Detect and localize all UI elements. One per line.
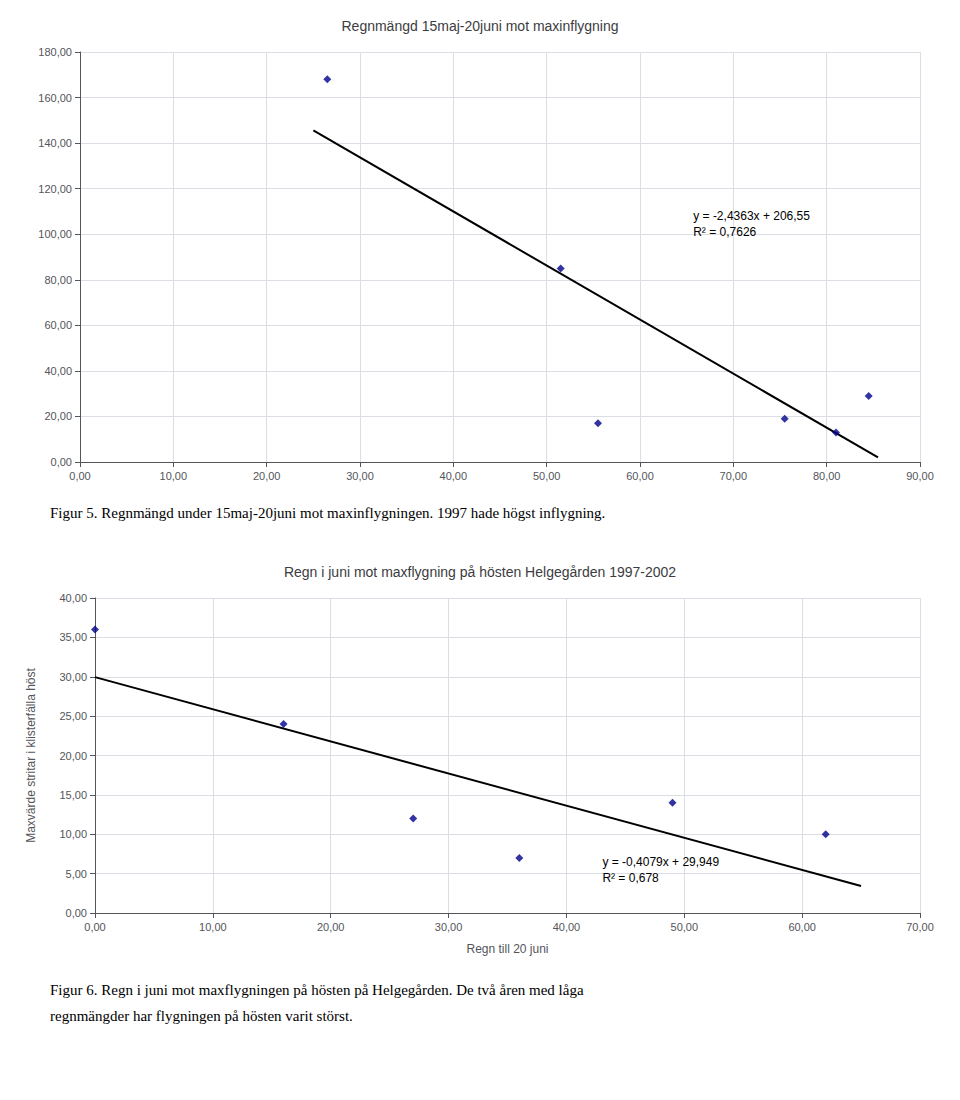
svg-text:60,00: 60,00 xyxy=(626,470,654,482)
svg-text:40,00: 40,00 xyxy=(59,592,87,604)
svg-text:30,00: 30,00 xyxy=(435,921,463,933)
svg-text:20,00: 20,00 xyxy=(253,470,281,482)
svg-text:160,00: 160,00 xyxy=(38,92,72,104)
svg-text:15,00: 15,00 xyxy=(59,789,87,801)
svg-text:10,00: 10,00 xyxy=(59,828,87,840)
svg-text:140,00: 140,00 xyxy=(38,137,72,149)
svg-text:0,00: 0,00 xyxy=(66,907,87,919)
svg-text:5,00: 5,00 xyxy=(66,868,87,880)
svg-text:40,00: 40,00 xyxy=(440,470,468,482)
svg-text:y = -0,4079x + 29,949: y = -0,4079x + 29,949 xyxy=(602,855,719,869)
svg-text:Figur 6. Regn i juni mot maxfl: Figur 6. Regn i juni mot maxflygningen p… xyxy=(50,982,584,998)
svg-text:0,00: 0,00 xyxy=(69,470,90,482)
svg-text:30,00: 30,00 xyxy=(346,470,374,482)
svg-text:0,00: 0,00 xyxy=(84,921,105,933)
svg-text:50,00: 50,00 xyxy=(533,470,561,482)
svg-text:100,00: 100,00 xyxy=(38,228,72,240)
svg-text:40,00: 40,00 xyxy=(553,921,581,933)
svg-text:R² = 0,7626: R² = 0,7626 xyxy=(693,225,756,239)
svg-text:35,00: 35,00 xyxy=(59,631,87,643)
svg-text:20,00: 20,00 xyxy=(317,921,345,933)
svg-text:R² = 0,678: R² = 0,678 xyxy=(602,871,659,885)
svg-text:Regn till 20 juni: Regn till 20 juni xyxy=(466,942,548,956)
svg-text:30,00: 30,00 xyxy=(59,671,87,683)
svg-text:20,00: 20,00 xyxy=(59,750,87,762)
svg-text:Regnmängd 15maj-20juni mot max: Regnmängd 15maj-20juni mot maxinflygning xyxy=(341,18,618,34)
svg-text:90,00: 90,00 xyxy=(906,470,934,482)
svg-text:25,00: 25,00 xyxy=(59,710,87,722)
svg-text:60,00: 60,00 xyxy=(788,921,816,933)
svg-text:40,00: 40,00 xyxy=(44,365,72,377)
svg-text:50,00: 50,00 xyxy=(671,921,699,933)
svg-text:10,00: 10,00 xyxy=(199,921,227,933)
svg-text:10,00: 10,00 xyxy=(160,470,188,482)
svg-text:60,00: 60,00 xyxy=(44,319,72,331)
svg-text:80,00: 80,00 xyxy=(813,470,841,482)
svg-text:Figur 5. Regnmängd under 15maj: Figur 5. Regnmängd under 15maj-20juni mo… xyxy=(50,505,605,521)
svg-text:70,00: 70,00 xyxy=(720,470,748,482)
svg-text:20,00: 20,00 xyxy=(44,410,72,422)
svg-text:y = -2,4363x + 206,55: y = -2,4363x + 206,55 xyxy=(693,209,810,223)
svg-text:Maxvärde stritar i klisterfäll: Maxvärde stritar i klisterfälla höst xyxy=(24,667,38,842)
svg-text:180,00: 180,00 xyxy=(38,46,72,58)
svg-text:120,00: 120,00 xyxy=(38,183,72,195)
svg-text:70,00: 70,00 xyxy=(906,921,934,933)
svg-text:0,00: 0,00 xyxy=(51,456,72,468)
svg-text:Regn i juni mot maxflygning på: Regn i juni mot maxflygning på hösten He… xyxy=(284,564,676,580)
svg-text:regnmängder har flygningen på: regnmängder har flygningen på hösten var… xyxy=(50,1008,353,1024)
svg-text:80,00: 80,00 xyxy=(44,274,72,286)
